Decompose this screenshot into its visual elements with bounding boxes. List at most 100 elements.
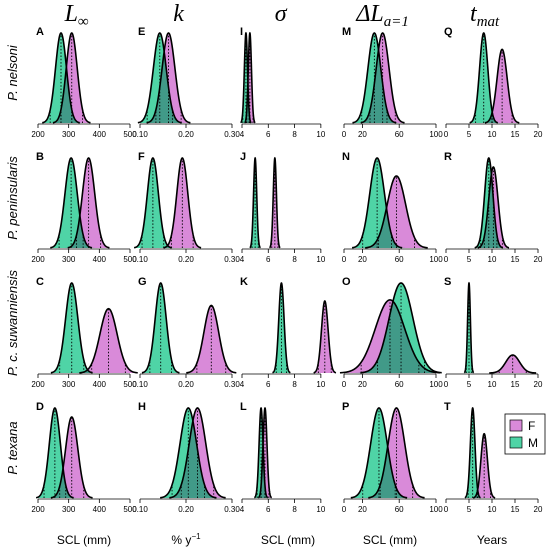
- female-density-line: [146, 32, 191, 124]
- panel-F: F 0.10 0.20 0.30: [132, 151, 240, 264]
- panel-letter: P: [342, 401, 349, 413]
- male-density-fill: [254, 408, 268, 498]
- panel-letter: L: [240, 401, 247, 413]
- female-density-line: [79, 307, 138, 374]
- x-label-superscript: −1: [191, 532, 201, 541]
- x-tick-label: 200: [31, 380, 45, 389]
- x-axis: 0 20 60 100: [342, 123, 443, 139]
- x-tick-label: 0.10: [132, 130, 148, 139]
- panel-letter: J: [240, 151, 246, 163]
- female-density-fill: [365, 176, 428, 248]
- male-density-fill: [134, 158, 172, 248]
- column-header-main: L: [64, 1, 78, 27]
- x-tick-label: 6: [266, 505, 271, 514]
- male-density-line: [352, 32, 397, 124]
- column-header-1: L∞: [64, 1, 89, 30]
- column-header-sub: ∞: [78, 14, 89, 30]
- female-density-line: [484, 48, 520, 124]
- x-tick-label: 300: [62, 380, 76, 389]
- x-axis: 0.10 0.20 0.30: [132, 373, 240, 389]
- female-density-line: [269, 156, 281, 249]
- x-label-text: SCL (mm): [261, 533, 315, 547]
- male-density-fill: [272, 283, 291, 373]
- x-tick-label: 60: [395, 130, 404, 139]
- x-tick-label: 100: [429, 130, 443, 139]
- x-axis: 4 6 8 10: [240, 248, 326, 264]
- column-header-2: k: [173, 1, 184, 27]
- panel-K: K 4 6 8 10: [240, 276, 337, 389]
- male-density-fill: [249, 158, 261, 248]
- x-tick-label: 400: [93, 130, 107, 139]
- x-axis: 200 300 400 500: [31, 123, 137, 139]
- x-tick-label: 0.30: [224, 255, 240, 264]
- x-tick-label: 6: [266, 255, 271, 264]
- female-density-fill: [67, 158, 110, 248]
- x-tick-label: 4: [240, 255, 245, 264]
- female-density-line: [67, 157, 110, 249]
- x-tick-label: 0.30: [224, 505, 240, 514]
- male-density-fill: [352, 158, 403, 248]
- female-density-fill: [489, 355, 537, 373]
- panel-letter: B: [36, 151, 44, 163]
- panel-G: G 0.10 0.20 0.30: [132, 276, 240, 389]
- x-label-text: SCL (mm): [363, 533, 417, 547]
- male-density-line: [160, 407, 217, 499]
- female-density-fill: [368, 408, 425, 498]
- row-label-4: P. texana: [5, 421, 20, 474]
- x-axis: 200 300 400 500: [31, 248, 137, 264]
- x-tick-label: 0.20: [178, 255, 194, 264]
- x-tick-label: 0: [342, 505, 347, 514]
- column-header-5: tmat: [470, 1, 500, 30]
- panel-P: P 0 20 60 100: [342, 401, 443, 514]
- female-density-line: [489, 354, 537, 374]
- panel-letter: Q: [444, 26, 453, 38]
- x-tick-label: 400: [93, 505, 107, 514]
- male-density-line: [350, 407, 408, 499]
- x-axis: 4 6 8 10: [240, 373, 326, 389]
- female-density-line: [368, 407, 425, 499]
- x-tick-label: 60: [395, 255, 404, 264]
- male-density-fill: [469, 33, 498, 123]
- female-density-fill: [269, 158, 281, 248]
- x-tick-label: 8: [292, 505, 297, 514]
- x-axis: 0.10 0.20 0.30: [132, 498, 240, 514]
- column-header-main: t: [470, 1, 478, 27]
- male-density-fill: [137, 33, 182, 123]
- x-tick-label: 60: [395, 380, 404, 389]
- panel-J: J 4 6 8 10: [240, 151, 326, 264]
- x-tick-label: 15: [511, 505, 520, 514]
- overlap-fill: [350, 446, 425, 498]
- panel-B: B 200 300 400 500: [31, 151, 137, 264]
- male-density-line: [474, 157, 504, 249]
- x-tick-label: 500: [123, 255, 137, 264]
- x-tick-label: 5: [467, 380, 472, 389]
- x-tick-label: 200: [31, 505, 45, 514]
- x-tick-label: 0: [444, 130, 449, 139]
- female-density-fill: [146, 33, 191, 123]
- female-density-line: [365, 175, 428, 249]
- x-axis: 0 5 10 15 20: [444, 123, 543, 139]
- x-tick-label: 0.20: [178, 380, 194, 389]
- x-tick-label: 8: [292, 130, 297, 139]
- x-axis: 0 5 10 15 20: [444, 248, 543, 264]
- panel-letter: C: [36, 276, 44, 288]
- column-header-3: σ: [275, 1, 288, 27]
- x-tick-label: 10: [316, 505, 325, 514]
- x-tick-label: 0.20: [178, 130, 194, 139]
- legend-label-F: F: [528, 419, 535, 433]
- x-tick-label: 20: [534, 130, 543, 139]
- male-density-fill: [36, 408, 74, 498]
- x-tick-label: 300: [62, 505, 76, 514]
- male-density-fill: [240, 33, 252, 123]
- female-density-fill: [163, 158, 202, 248]
- x-axis: 4 6 8 10: [240, 498, 326, 514]
- x-tick-label: 5: [467, 505, 472, 514]
- overlap-fill: [50, 215, 110, 248]
- panel-letter: I: [240, 26, 243, 38]
- panel-letter: H: [138, 401, 146, 413]
- x-tick-label: 10: [488, 505, 497, 514]
- female-density-fill: [52, 33, 91, 123]
- overlap-fill: [137, 51, 191, 124]
- male-density-line: [50, 282, 93, 374]
- male-density-fill: [50, 283, 93, 373]
